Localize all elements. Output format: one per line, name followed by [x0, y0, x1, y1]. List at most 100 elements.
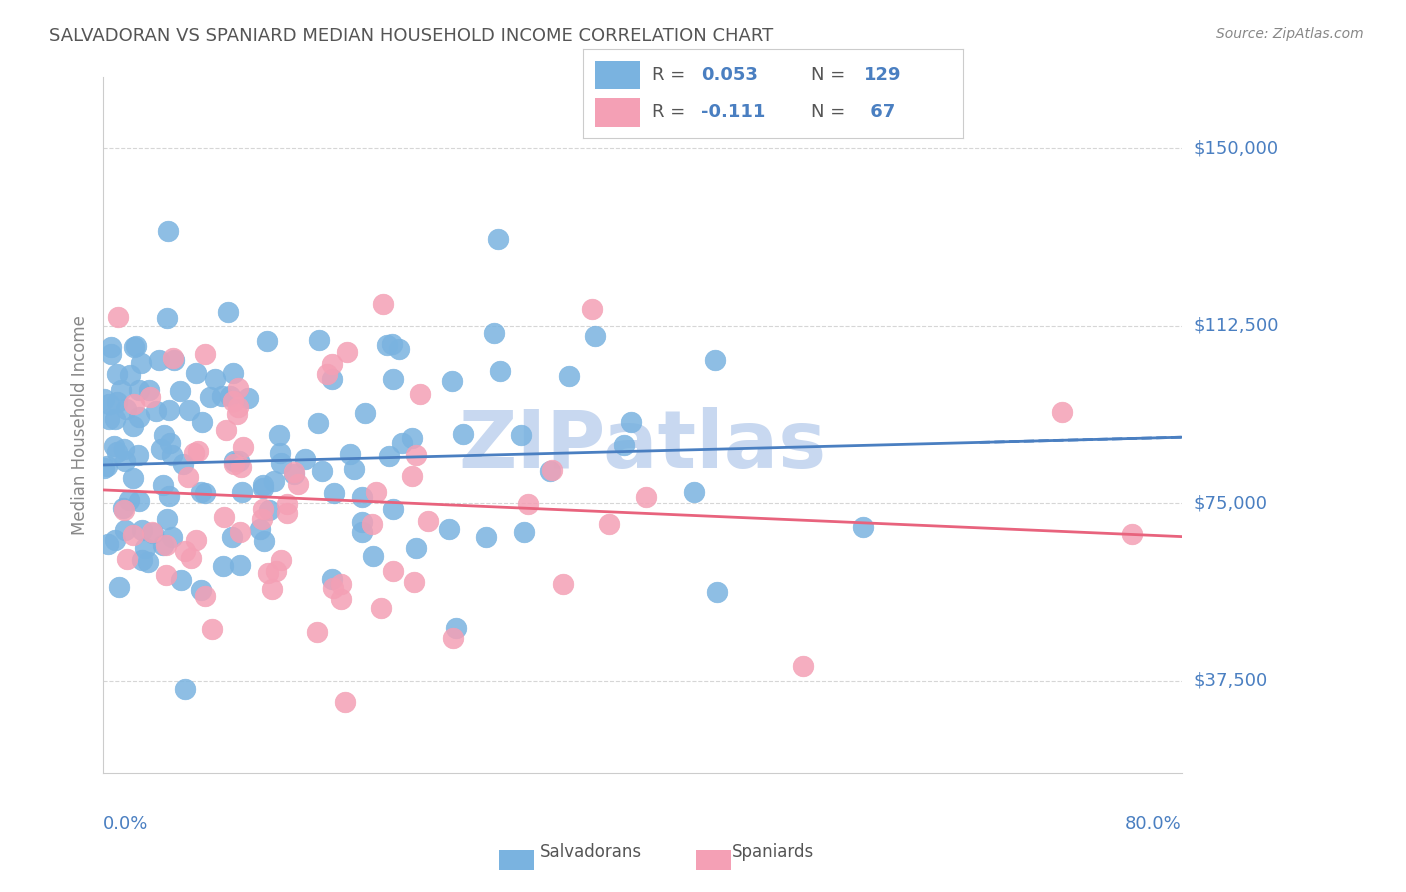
Point [333, 695, 356, 709]
Point [409, 387, 432, 401]
Point [489, 364, 512, 378]
Point [1050, 405, 1073, 419]
Point [350, 490, 373, 504]
Text: R =: R = [652, 103, 690, 121]
Text: R =: R = [652, 66, 690, 84]
Point [118, 368, 141, 382]
Point [267, 427, 290, 442]
Text: $112,500: $112,500 [1194, 317, 1278, 334]
Point [152, 538, 174, 552]
Point [509, 427, 531, 442]
Point [224, 457, 246, 471]
Text: SALVADORAN VS SPANIARD MEDIAN HOUSEHOLD INCOME CORRELATION CHART: SALVADORAN VS SPANIARD MEDIAN HOUSEHOLD … [49, 27, 773, 45]
Point [112, 502, 135, 516]
Point [252, 512, 274, 526]
Text: 129: 129 [865, 66, 901, 84]
Point [418, 514, 440, 528]
Point [437, 522, 460, 536]
Point [108, 580, 131, 594]
Point [706, 584, 728, 599]
Point [401, 431, 423, 445]
Point [160, 448, 183, 462]
Point [121, 418, 143, 433]
Point [131, 356, 153, 370]
Point [551, 576, 574, 591]
Point [218, 389, 240, 403]
Point [482, 326, 505, 340]
Point [124, 397, 146, 411]
Point [229, 558, 252, 572]
Point [103, 439, 125, 453]
Point [114, 523, 136, 537]
Point [852, 519, 875, 533]
Point [97, 536, 120, 550]
Point [474, 530, 496, 544]
Point [222, 394, 245, 409]
Point [156, 512, 179, 526]
Point [190, 484, 212, 499]
Point [121, 471, 143, 485]
Point [122, 528, 145, 542]
Point [96, 459, 118, 474]
Point [198, 390, 221, 404]
Point [381, 372, 404, 386]
Point [444, 621, 467, 635]
FancyBboxPatch shape [595, 61, 641, 89]
Text: Salvadorans: Salvadorans [540, 843, 641, 861]
Point [184, 366, 207, 380]
Text: -0.111: -0.111 [702, 103, 765, 121]
Point [112, 501, 135, 516]
Point [170, 573, 193, 587]
Point [620, 415, 643, 429]
Point [105, 445, 128, 459]
Point [704, 353, 727, 368]
Point [221, 530, 243, 544]
Point [486, 232, 509, 246]
Point [212, 558, 235, 573]
Point [294, 452, 316, 467]
Point [440, 374, 463, 388]
Point [405, 541, 427, 556]
Text: 67: 67 [865, 103, 896, 121]
Point [381, 502, 404, 516]
Point [174, 544, 197, 558]
Point [122, 340, 145, 354]
Point [134, 541, 156, 556]
Point [252, 482, 274, 496]
Point [321, 372, 343, 386]
Point [308, 333, 330, 347]
Point [138, 555, 160, 569]
Point [114, 454, 136, 468]
Point [187, 443, 209, 458]
Point [184, 533, 207, 547]
Point [276, 506, 298, 520]
Point [311, 464, 333, 478]
Point [330, 576, 353, 591]
Text: 80.0%: 80.0% [1125, 815, 1182, 833]
Point [231, 484, 253, 499]
Point [115, 552, 138, 566]
FancyBboxPatch shape [595, 98, 641, 127]
Point [97, 397, 120, 411]
Point [128, 409, 150, 424]
Point [194, 346, 217, 360]
Point [232, 440, 254, 454]
Point [307, 417, 329, 431]
Point [283, 465, 305, 479]
Point [229, 525, 252, 540]
Point [263, 474, 285, 488]
Point [162, 351, 184, 366]
Point [176, 469, 198, 483]
Point [364, 484, 387, 499]
Point [381, 564, 404, 578]
Point [100, 347, 122, 361]
Point [159, 436, 181, 450]
Point [131, 523, 153, 537]
Point [93, 392, 115, 407]
Point [329, 591, 352, 606]
Point [217, 305, 239, 319]
Point [160, 530, 183, 544]
Point [194, 486, 217, 500]
Point [141, 524, 163, 539]
Point [276, 497, 298, 511]
